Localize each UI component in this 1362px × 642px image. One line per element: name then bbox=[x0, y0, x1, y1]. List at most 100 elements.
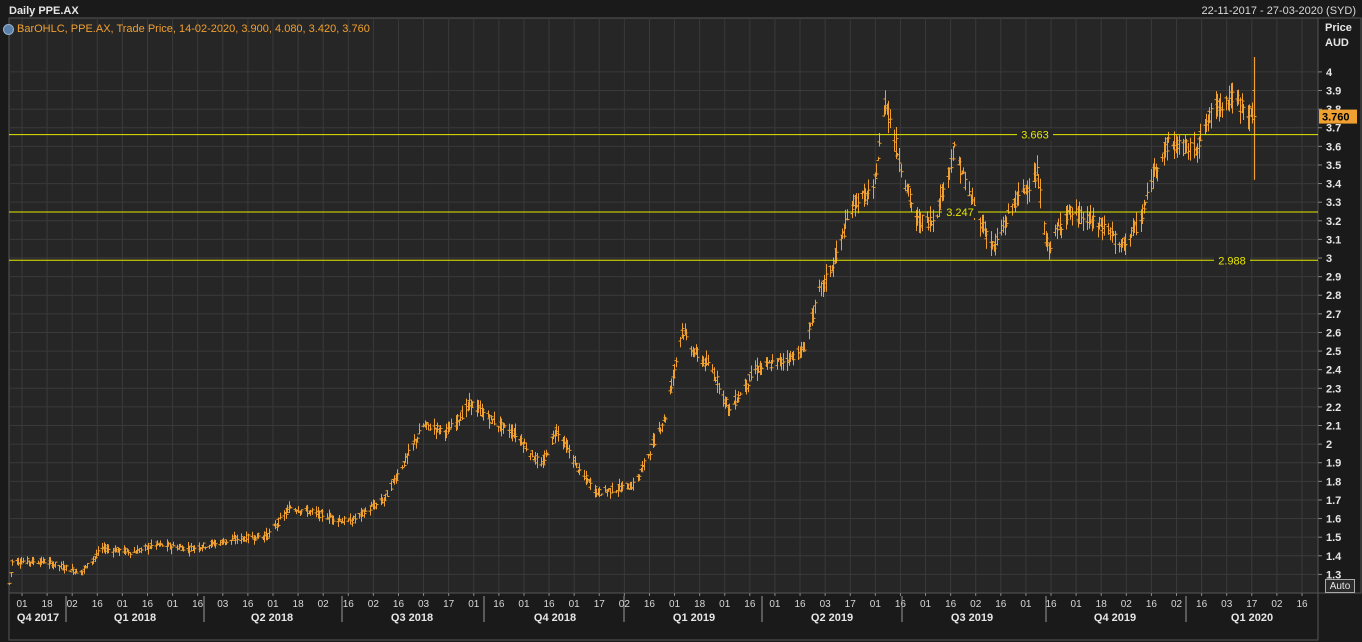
x-day-label: 16 bbox=[543, 599, 555, 610]
x-day-label: 16 bbox=[92, 599, 104, 610]
x-day-label: 02 bbox=[1121, 599, 1133, 610]
x-day-label: 03 bbox=[418, 599, 430, 610]
x-day-label: 02 bbox=[970, 599, 982, 610]
x-day-label: 16 bbox=[1196, 599, 1208, 610]
level-label: 2.988 bbox=[1218, 255, 1246, 267]
x-day-label: 02 bbox=[318, 599, 330, 610]
x-day-label: 02 bbox=[619, 599, 631, 610]
x-day-label: 16 bbox=[1146, 599, 1158, 610]
x-day-label: 16 bbox=[895, 599, 907, 610]
x-day-label: 18 bbox=[1096, 599, 1108, 610]
y-tick-label: 3.5 bbox=[1326, 160, 1341, 172]
x-day-label: 16 bbox=[393, 599, 405, 610]
x-quarter-label: Q4 2017 bbox=[17, 612, 59, 624]
x-day-label: 01 bbox=[1020, 599, 1032, 610]
last-price-label: 3.760 bbox=[1322, 112, 1350, 124]
y-tick-label: 2.7 bbox=[1326, 309, 1341, 321]
price-axis-title: Price bbox=[1325, 22, 1352, 34]
x-day-label: 02 bbox=[67, 599, 79, 610]
x-day-label: 18 bbox=[42, 599, 54, 610]
y-tick-label: 1.9 bbox=[1326, 458, 1341, 470]
y-tick-label: 3 bbox=[1326, 253, 1332, 265]
y-tick-label: 1.6 bbox=[1326, 514, 1341, 526]
y-tick-label: 2.9 bbox=[1326, 272, 1341, 284]
level-label-bg bbox=[1017, 128, 1053, 141]
y-tick-label: 1.7 bbox=[1326, 495, 1341, 507]
y-tick-label: 3.6 bbox=[1326, 141, 1341, 153]
x-quarter-label: Q2 2018 bbox=[251, 612, 293, 624]
x-day-label: 01 bbox=[669, 599, 681, 610]
x-day-label: 16 bbox=[493, 599, 505, 610]
x-day-label: 01 bbox=[267, 599, 279, 610]
x-quarter-label: Q3 2018 bbox=[391, 612, 433, 624]
level-label: 3.247 bbox=[946, 207, 974, 219]
x-day-label: 16 bbox=[744, 599, 756, 610]
y-tick-label: 1.4 bbox=[1326, 551, 1342, 563]
x-quarter-label: Q1 2019 bbox=[673, 612, 715, 624]
x-day-label: 01 bbox=[167, 599, 179, 610]
x-day-label: 16 bbox=[995, 599, 1007, 610]
x-day-label: 01 bbox=[1071, 599, 1083, 610]
x-day-label: 16 bbox=[142, 599, 154, 610]
x-day-label: 17 bbox=[1246, 599, 1258, 610]
legend-text: BarOHLC, PPE.AX, Trade Price, 14-02-2020… bbox=[17, 23, 370, 35]
x-day-label: 03 bbox=[1221, 599, 1233, 610]
x-day-label: 01 bbox=[16, 599, 28, 610]
y-tick-label: 2.2 bbox=[1326, 402, 1341, 414]
x-day-label: 17 bbox=[845, 599, 857, 610]
y-tick-label: 3.7 bbox=[1326, 123, 1341, 135]
x-day-label: 03 bbox=[820, 599, 832, 610]
globe-icon[interactable] bbox=[3, 24, 14, 35]
x-day-label: 01 bbox=[468, 599, 480, 610]
x-day-label: 18 bbox=[293, 599, 305, 610]
x-day-label: 16 bbox=[1045, 599, 1057, 610]
level-label: 3.663 bbox=[1021, 130, 1049, 142]
y-tick-label: 3.9 bbox=[1326, 86, 1341, 98]
x-day-label: 17 bbox=[443, 599, 455, 610]
x-day-label: 01 bbox=[870, 599, 882, 610]
x-day-label: 17 bbox=[594, 599, 606, 610]
x-day-label: 18 bbox=[694, 599, 706, 610]
date-range: 22-11-2017 - 27-03-2020 (SYD) bbox=[1201, 5, 1357, 17]
x-quarter-label: Q1 2020 bbox=[1231, 612, 1273, 624]
level-label-bg bbox=[942, 206, 978, 219]
y-tick-label: 2.1 bbox=[1326, 421, 1341, 433]
y-tick-label: 3.1 bbox=[1326, 234, 1341, 246]
x-day-label: 16 bbox=[1296, 599, 1308, 610]
x-quarter-label: Q2 2019 bbox=[811, 612, 853, 624]
y-tick-label: 3.4 bbox=[1326, 179, 1342, 191]
x-day-label: 02 bbox=[1171, 599, 1183, 610]
level-label-bg bbox=[1214, 254, 1250, 267]
y-tick-label: 2.3 bbox=[1326, 383, 1341, 395]
x-day-label: 16 bbox=[343, 599, 355, 610]
x-day-label: 01 bbox=[518, 599, 530, 610]
plot-area bbox=[8, 17, 1319, 594]
x-day-label: 01 bbox=[769, 599, 781, 610]
x-day-label: 16 bbox=[192, 599, 204, 610]
x-day-label: 03 bbox=[217, 599, 229, 610]
x-quarter-label: Q1 2018 bbox=[114, 612, 156, 624]
x-day-label: 16 bbox=[242, 599, 254, 610]
x-quarter-label: Q3 2019 bbox=[951, 612, 993, 624]
x-day-label: 01 bbox=[569, 599, 581, 610]
time-axis-panel bbox=[8, 592, 1319, 641]
y-tick-label: 2.5 bbox=[1326, 346, 1341, 358]
x-quarter-label: Q4 2019 bbox=[1094, 612, 1136, 624]
x-day-label: 01 bbox=[117, 599, 129, 610]
y-tick-label: 2.4 bbox=[1326, 365, 1342, 377]
auto-scale-button[interactable]: Auto bbox=[1325, 579, 1355, 593]
x-quarter-label: Q4 2018 bbox=[534, 612, 576, 624]
y-tick-label: 2 bbox=[1326, 439, 1332, 451]
x-day-label: 16 bbox=[945, 599, 957, 610]
y-tick-label: 1.3 bbox=[1326, 569, 1341, 581]
y-tick-label: 2.8 bbox=[1326, 290, 1341, 302]
currency-axis-title: AUD bbox=[1325, 37, 1349, 49]
x-day-label: 16 bbox=[644, 599, 656, 610]
x-day-label: 02 bbox=[1271, 599, 1283, 610]
y-tick-label: 1.5 bbox=[1326, 532, 1341, 544]
x-day-label: 01 bbox=[920, 599, 932, 610]
x-day-label: 16 bbox=[794, 599, 806, 610]
last-price-tag bbox=[1319, 109, 1357, 124]
y-tick-label: 3.3 bbox=[1326, 197, 1341, 209]
